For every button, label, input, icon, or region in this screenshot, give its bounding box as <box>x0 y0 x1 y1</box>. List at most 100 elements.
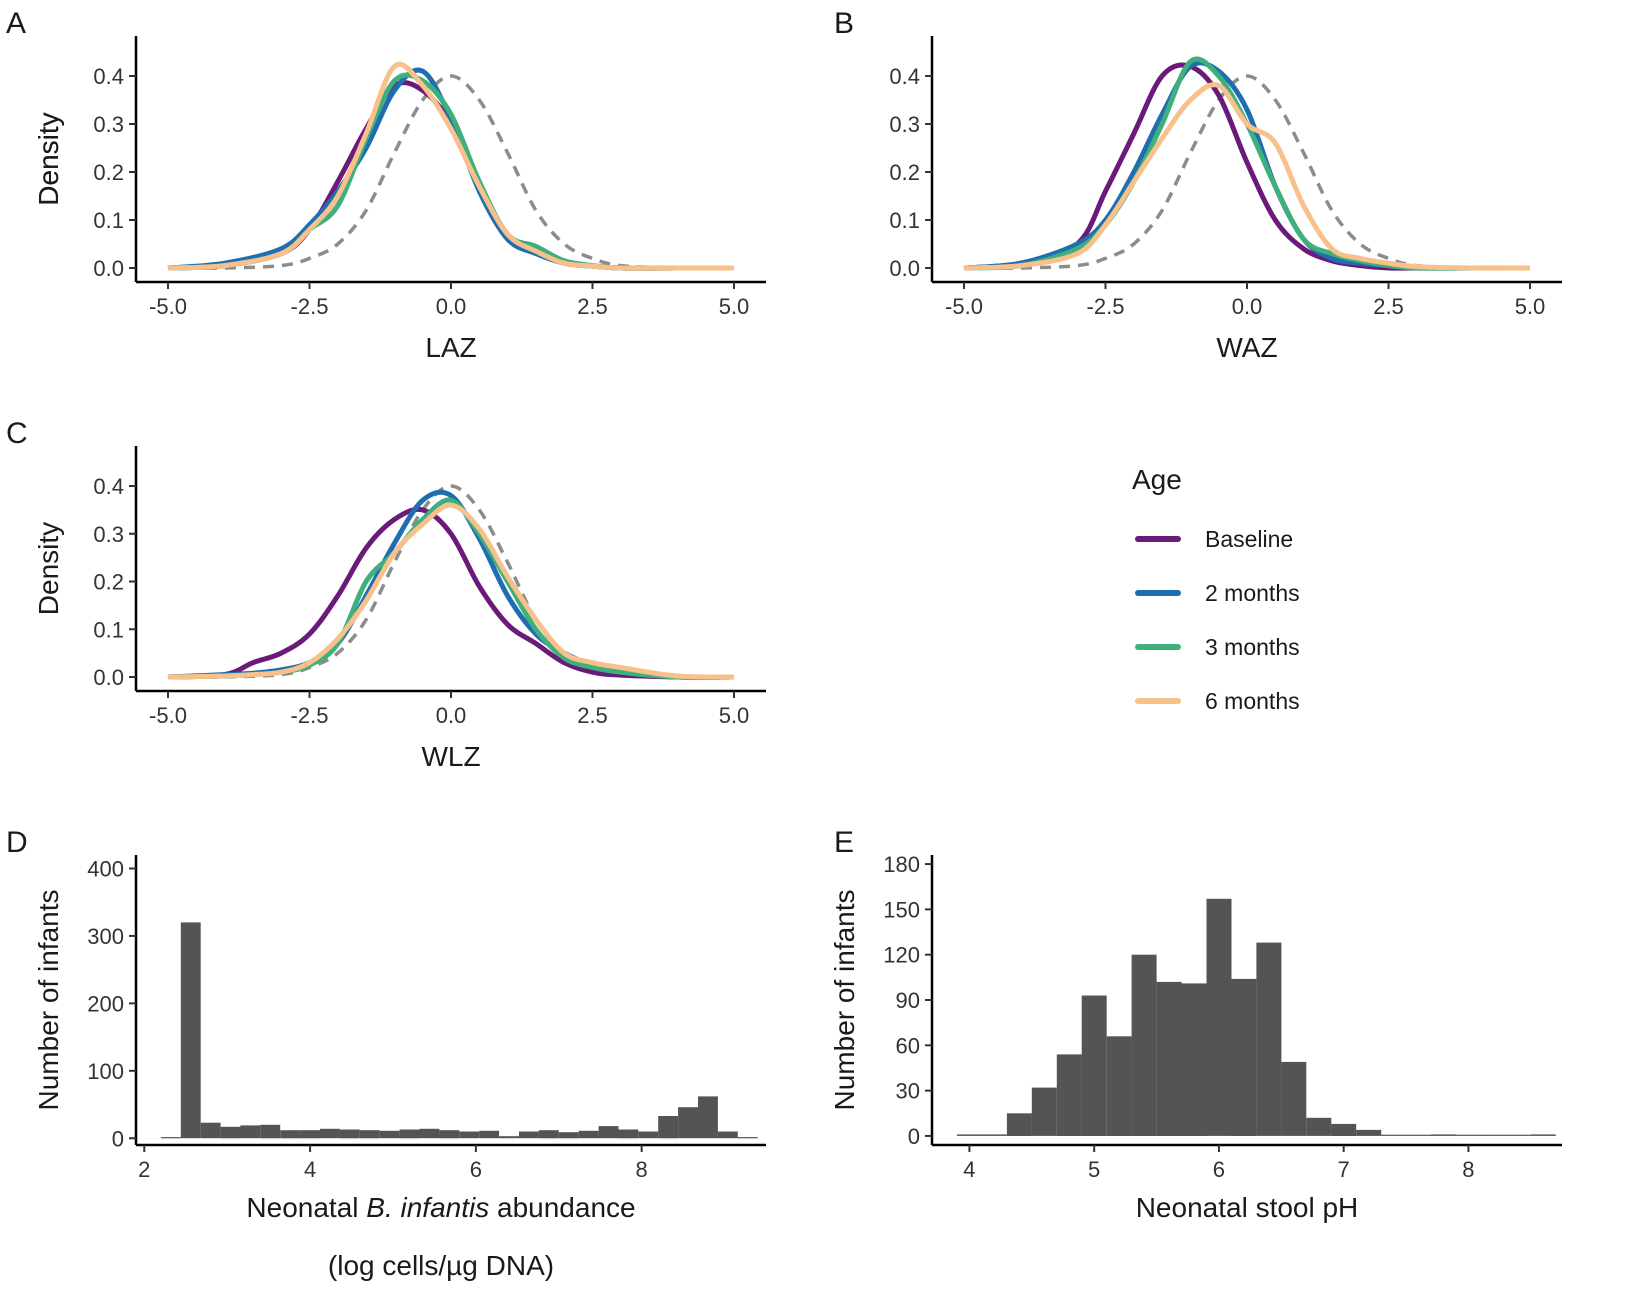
density-panel-laz: -5.0 -2.5 0.0 2.5 5.0 0.0 0.1 0.2 0.3 0.4 LAZ Densi… <box>33 36 766 363</box>
y-tick-label: 0.1 <box>889 208 920 233</box>
x-tick-label: 6 <box>1213 1157 1225 1182</box>
panel-letter-a: A <box>6 7 26 40</box>
series-line-m6 <box>963 82 1531 271</box>
panel-letter-d: D <box>6 826 28 859</box>
series-line-m3 <box>167 72 734 271</box>
series-line-m2 <box>167 67 734 271</box>
histogram-bar <box>1106 1036 1132 1136</box>
histogram-bar <box>1356 1129 1382 1136</box>
histogram-bar <box>1156 981 1182 1136</box>
histogram-bar <box>240 1125 261 1139</box>
y-tick-label: 180 <box>883 852 920 877</box>
x-tick-label: 0.0 <box>436 294 467 319</box>
y-tick-label: 100 <box>87 1059 124 1084</box>
y-tick-label: 0 <box>908 1124 920 1149</box>
y-tick-label: 0.1 <box>93 208 124 233</box>
histogram-bar <box>479 1130 500 1139</box>
histogram-bar <box>399 1129 420 1139</box>
x-axis-title-prefix: Neonatal <box>246 1192 366 1223</box>
histogram-bar <box>1206 898 1232 1136</box>
x-tick-label: 8 <box>1462 1157 1474 1182</box>
reference-normal-curve <box>167 74 735 270</box>
x-tick-label: 5.0 <box>719 294 750 319</box>
histogram-bar <box>1331 1123 1357 1136</box>
y-tick-label: 0.2 <box>93 160 124 185</box>
y-tick-label: 0.4 <box>889 64 920 89</box>
histogram-bar <box>280 1130 301 1139</box>
histogram-bar <box>519 1131 539 1139</box>
y-tick-label: 0.4 <box>93 474 124 499</box>
y-tick-label: 0.3 <box>889 112 920 137</box>
x-tick-label: 2.5 <box>577 703 608 728</box>
x-tick-label: 2.5 <box>1373 294 1404 319</box>
histogram-bar <box>419 1128 440 1139</box>
panel-letter-e: E <box>834 826 854 859</box>
x-tick-label: 4 <box>963 1157 975 1182</box>
series-line-m6 <box>167 502 735 680</box>
panel-letter-b: B <box>834 7 854 40</box>
series-line-m6 <box>167 62 734 271</box>
histogram-panel-stool-ph: 4 5 6 7 8 0 30 60 90 120 150 180 Number of infants Ne… <box>829 852 1562 1223</box>
y-tick-label: 400 <box>87 856 124 881</box>
histogram-bar <box>359 1130 380 1139</box>
x-axis-title-species: B. infantis <box>366 1192 489 1223</box>
histogram-bar <box>1281 1061 1307 1136</box>
x-axis-title: Neonatal stool pH <box>1136 1192 1359 1223</box>
y-axis-title: Density <box>33 522 64 615</box>
series-line-baseline <box>167 506 735 680</box>
y-tick-label: 200 <box>87 991 124 1016</box>
histogram-bar <box>717 1131 738 1139</box>
x-tick-label: 2.5 <box>577 294 608 319</box>
y-tick-label: 30 <box>896 1079 920 1104</box>
histogram-bar <box>339 1129 360 1139</box>
reference-normal-curve <box>167 484 735 679</box>
histogram-bar <box>638 1131 659 1139</box>
x-tick-label: -5.0 <box>149 703 187 728</box>
x-axis-title: WAZ <box>1216 332 1277 363</box>
y-tick-label: 90 <box>896 988 920 1013</box>
x-tick-label: -5.0 <box>149 294 187 319</box>
histogram-bar <box>1381 1134 1407 1136</box>
histogram-bar <box>459 1131 480 1139</box>
panel-letter-c: C <box>6 417 28 450</box>
x-axis-title: LAZ <box>425 332 476 363</box>
legend-label: Baseline <box>1205 526 1293 552</box>
legend: Age Baseline 2 months 3 months 6 months <box>1132 464 1300 714</box>
x-axis-title: Neonatal B. infantis abundance <box>246 1192 635 1223</box>
histogram-bar <box>1505 1134 1531 1136</box>
x-tick-label: 8 <box>636 1157 648 1182</box>
reference-normal-curve <box>963 74 1531 270</box>
histogram-bar <box>578 1130 599 1139</box>
histogram-bar <box>538 1130 559 1139</box>
histogram-bar <box>320 1128 340 1139</box>
x-tick-label: 0.0 <box>436 703 467 728</box>
y-tick-label: 0.0 <box>93 665 124 690</box>
y-axis-title: Density <box>33 112 64 205</box>
histogram-bar <box>558 1132 579 1139</box>
legend-label: 3 months <box>1205 634 1300 660</box>
histogram-bar <box>499 1136 519 1139</box>
x-tick-label: 5 <box>1088 1157 1100 1182</box>
series-line-m3 <box>167 497 735 680</box>
y-tick-label: 0.2 <box>889 160 920 185</box>
x-tick-label: 4 <box>304 1157 316 1182</box>
histogram-bar <box>1231 978 1257 1136</box>
histogram-bar <box>220 1126 241 1139</box>
series-line-m2 <box>167 489 735 680</box>
x-tick-label: -2.5 <box>291 703 329 728</box>
x-axis-title-suffix: abundance <box>489 1192 635 1223</box>
histogram-bar <box>1306 1117 1332 1136</box>
histogram-bar <box>200 1122 221 1139</box>
y-tick-label: 300 <box>87 924 124 949</box>
x-tick-label: 2 <box>138 1157 150 1182</box>
histogram-bar <box>160 1137 181 1139</box>
histogram-bar <box>1181 983 1207 1136</box>
y-tick-label: 0.0 <box>889 256 920 281</box>
y-tick-label: 0.2 <box>93 570 124 595</box>
legend-label: 6 months <box>1205 688 1300 714</box>
histogram-panel-binfantis: 2 4 6 8 0 100 200 300 400 Number of infants Neonat… <box>33 855 766 1281</box>
histogram-bar <box>658 1116 679 1139</box>
histogram-bar <box>379 1130 400 1139</box>
y-axis-title: Number of infants <box>33 890 64 1111</box>
